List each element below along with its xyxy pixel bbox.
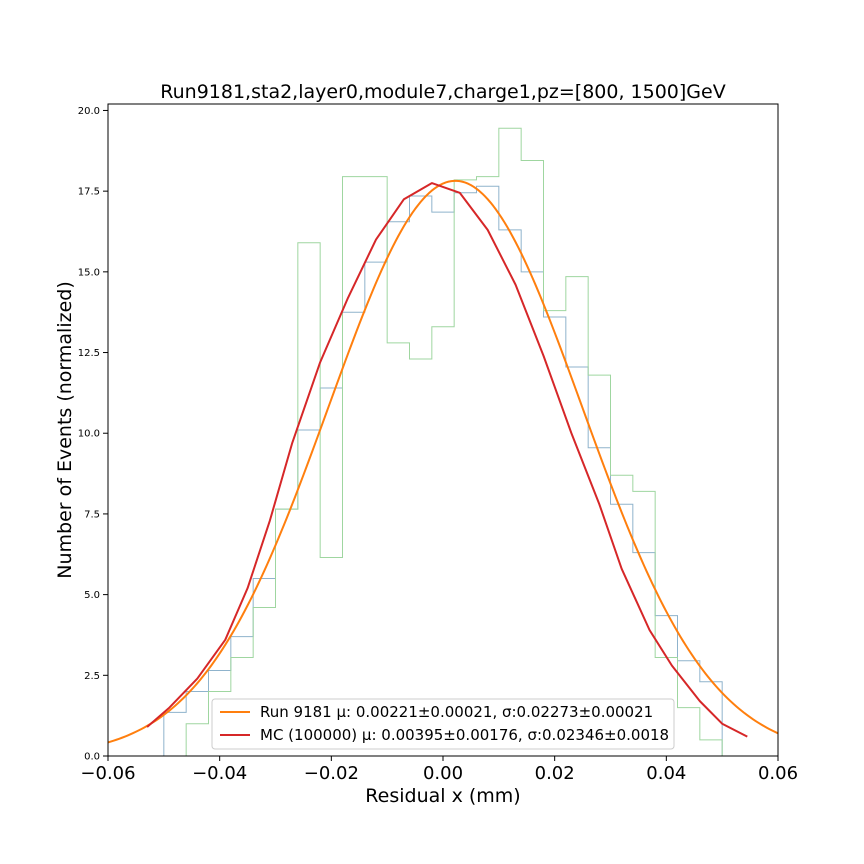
y-tick-label: 12.5 <box>78 348 100 359</box>
x-tick-label: 0.02 <box>535 763 575 784</box>
y-tick-label: 10.0 <box>78 429 100 440</box>
x-tick-label: −0.02 <box>304 763 359 784</box>
legend-box <box>211 698 675 750</box>
legend: Run 9181 μ: 0.00221±0.00021, σ:0.02273±0… <box>211 698 675 750</box>
curve-layer <box>107 179 779 744</box>
histogram-step-1 <box>141 185 723 757</box>
x-axis-label: Residual x (mm) <box>365 785 520 807</box>
histogram-step-2 <box>141 127 723 757</box>
y-tick-label: 20.0 <box>78 106 100 117</box>
y-tick-label: 5.0 <box>84 590 100 601</box>
y-axis: 0.0 2.5 5.0 7.5 10.0 12.5 15.0 17.5 20.0 <box>78 106 108 763</box>
series-mc-line <box>146 182 748 738</box>
y-tick-label: 2.5 <box>84 671 100 682</box>
x-tick-label: −0.06 <box>80 763 135 784</box>
y-tick-label: 7.5 <box>84 509 100 520</box>
y-tick-label: 0.0 <box>84 752 100 763</box>
y-axis-label: Number of Events (normalized) <box>54 281 76 579</box>
series-run-fit-line <box>107 179 779 744</box>
x-tick-label: 0.06 <box>758 763 798 784</box>
x-tick-label: −0.04 <box>192 763 247 784</box>
legend-label-run-fit: Run 9181 μ: 0.00221±0.00021, σ:0.02273±0… <box>260 703 653 721</box>
y-tick-label: 15.0 <box>78 267 100 278</box>
y-tick-label: 17.5 <box>78 187 100 198</box>
x-tick-label: 0.00 <box>423 763 463 784</box>
histogram-layer <box>141 127 723 757</box>
x-axis: −0.06 −0.04 −0.02 0.00 0.02 0.04 0.06 <box>80 756 798 784</box>
legend-label-mc: MC (100000) μ: 0.00395±0.00176, σ:0.0234… <box>260 726 669 744</box>
plot-area <box>107 103 779 757</box>
chart-title: Run9181,sta2,layer0,module7,charge1,pz=[… <box>160 81 725 103</box>
x-tick-label: 0.04 <box>646 763 686 784</box>
